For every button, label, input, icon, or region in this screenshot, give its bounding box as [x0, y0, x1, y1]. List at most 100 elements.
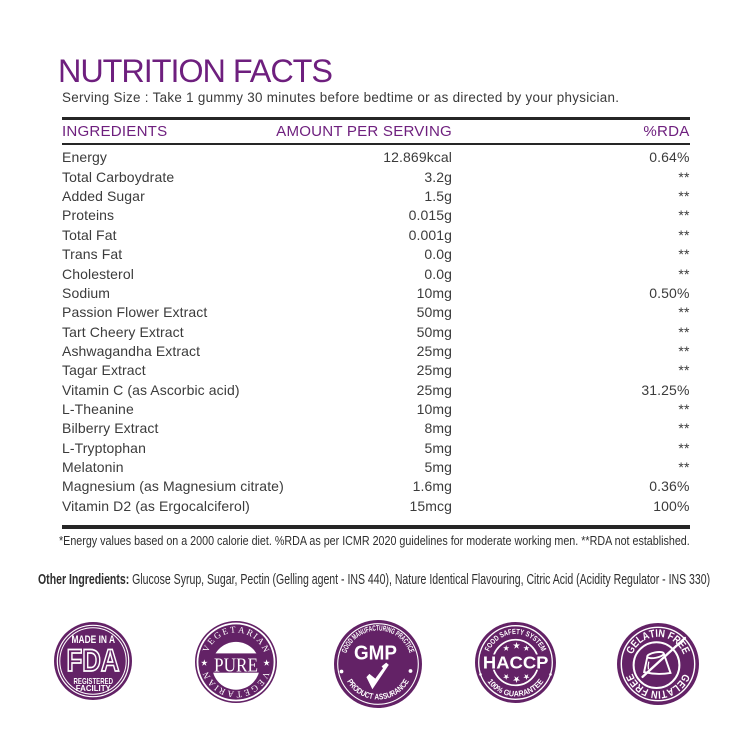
- svg-text:O: O: [342, 643, 351, 650]
- svg-text:O: O: [350, 682, 361, 693]
- svg-text:S: S: [531, 635, 539, 644]
- svg-text:E: E: [536, 641, 545, 649]
- svg-text:F: F: [484, 646, 493, 653]
- svg-text:R: R: [518, 688, 525, 698]
- svg-text:F: F: [364, 625, 369, 634]
- svg-text:A: A: [503, 629, 510, 638]
- svg-text:F: F: [640, 684, 650, 697]
- svg-text:A: A: [226, 688, 235, 699]
- svg-text:T: T: [402, 640, 411, 647]
- svg-text:D: D: [346, 636, 355, 644]
- svg-text:R: R: [381, 624, 386, 633]
- svg-text:N: N: [259, 644, 271, 654]
- svg-text:D: D: [493, 634, 501, 643]
- svg-text:R: R: [395, 631, 403, 640]
- svg-text:R: R: [245, 627, 255, 639]
- svg-text:E: E: [678, 645, 692, 656]
- svg-text:A: A: [514, 689, 520, 699]
- svg-text:S: S: [524, 630, 531, 639]
- svg-text:GMP: GMP: [354, 641, 397, 664]
- svg-text:T: T: [648, 628, 656, 641]
- svg-text:S: S: [378, 691, 383, 701]
- svg-text:T: T: [659, 686, 667, 699]
- svg-text:E: E: [512, 628, 517, 636]
- svg-text:E: E: [400, 677, 411, 686]
- svg-text:HACCP: HACCP: [483, 653, 549, 673]
- svg-text:E: E: [242, 687, 251, 698]
- svg-text:A: A: [237, 624, 246, 635]
- svg-text:Y: Y: [527, 632, 535, 641]
- svg-text:A: A: [391, 685, 401, 696]
- svg-text:V: V: [200, 643, 212, 653]
- svg-text:P: P: [393, 629, 401, 638]
- svg-text:C: C: [397, 679, 408, 689]
- svg-text:U: U: [358, 687, 367, 698]
- svg-text:L: L: [634, 633, 646, 646]
- svg-text:I: I: [251, 631, 259, 641]
- svg-text:REGISTERED: REGISTERED: [73, 677, 113, 686]
- svg-text:A: A: [367, 624, 372, 633]
- svg-text:N: N: [526, 685, 535, 696]
- svg-text:I: I: [657, 687, 660, 699]
- svg-text:T: T: [368, 690, 374, 701]
- svg-text:T: T: [529, 683, 538, 693]
- svg-text:U: U: [378, 624, 382, 633]
- svg-text:FDA: FDA: [66, 642, 119, 678]
- svg-text:E: E: [220, 626, 229, 637]
- svg-text:M: M: [350, 632, 359, 641]
- svg-text:E: E: [535, 677, 545, 687]
- svg-text:E: E: [406, 648, 415, 654]
- svg-text:T: T: [533, 638, 542, 647]
- svg-text:G: G: [502, 687, 510, 698]
- svg-text:M: M: [538, 645, 547, 653]
- svg-text:N: N: [657, 628, 665, 641]
- svg-text:MADE IN A: MADE IN A: [71, 634, 115, 646]
- svg-text:I: I: [655, 628, 658, 640]
- svg-text:T: T: [516, 628, 521, 636]
- svg-text:U: U: [385, 689, 393, 700]
- svg-text:I: I: [404, 643, 412, 649]
- svg-text:%: %: [495, 684, 505, 695]
- svg-text:A: A: [522, 687, 530, 698]
- svg-text:S: S: [498, 631, 505, 640]
- svg-text:C: C: [404, 644, 413, 651]
- svg-text:D: D: [354, 685, 363, 696]
- svg-text:R: R: [388, 687, 397, 698]
- svg-text:E: E: [205, 636, 217, 647]
- svg-text:T: T: [235, 689, 242, 700]
- svg-text:N: N: [650, 687, 658, 700]
- svg-text:I: I: [212, 683, 220, 693]
- svg-text:Y: Y: [519, 629, 525, 638]
- svg-text:E: E: [255, 677, 267, 688]
- svg-text:I: I: [385, 625, 389, 634]
- svg-text:O: O: [489, 638, 498, 647]
- svg-text:G: G: [389, 627, 396, 636]
- svg-text:N: N: [395, 682, 405, 692]
- svg-text:G: G: [677, 671, 691, 683]
- svg-text:U: U: [508, 689, 515, 699]
- svg-text:R: R: [347, 679, 358, 689]
- svg-text:C: C: [363, 689, 371, 700]
- svg-text:E: E: [532, 680, 542, 690]
- svg-text:A: A: [640, 629, 651, 643]
- svg-text:G: G: [248, 683, 259, 695]
- svg-text:N: N: [357, 628, 364, 637]
- svg-text:G: G: [211, 629, 222, 641]
- svg-text:A: A: [398, 634, 407, 643]
- svg-text:0: 0: [491, 682, 500, 692]
- svg-text:N: N: [200, 670, 212, 680]
- svg-text:A: A: [374, 691, 380, 701]
- svg-text:PURE: PURE: [214, 655, 258, 677]
- svg-text:R: R: [217, 686, 227, 698]
- svg-text:A: A: [205, 677, 217, 689]
- svg-text:V: V: [259, 670, 271, 680]
- svg-text:1: 1: [486, 677, 496, 687]
- svg-text:C: C: [371, 624, 376, 633]
- svg-text:U: U: [360, 626, 367, 635]
- svg-text:N: N: [386, 625, 392, 634]
- svg-text:F: F: [665, 630, 675, 643]
- svg-text:F: F: [508, 629, 513, 637]
- svg-text:P: P: [345, 677, 356, 686]
- svg-text:C: C: [400, 637, 409, 645]
- svg-text:O: O: [486, 642, 495, 650]
